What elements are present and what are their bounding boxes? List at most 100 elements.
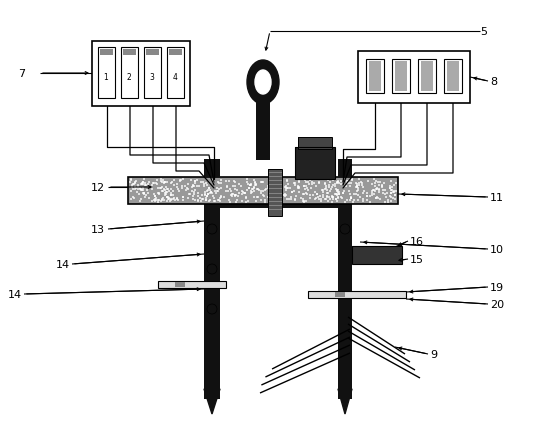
Bar	[238, 192, 240, 194]
Bar	[261, 181, 263, 183]
Bar	[325, 186, 327, 188]
Bar	[336, 181, 338, 184]
Bar	[235, 199, 238, 201]
Bar	[338, 205, 352, 399]
Text: 14: 14	[56, 259, 70, 269]
Bar	[270, 184, 272, 186]
Bar	[216, 187, 218, 189]
Bar	[146, 50, 159, 56]
Bar	[325, 199, 327, 201]
Bar	[374, 186, 376, 188]
Bar	[208, 188, 210, 190]
Bar	[392, 60, 410, 94]
Bar	[342, 192, 343, 194]
Bar	[98, 48, 115, 99]
Bar	[203, 186, 205, 187]
Bar	[337, 197, 339, 199]
Bar	[190, 179, 192, 181]
Text: 20: 20	[490, 299, 504, 309]
Bar	[129, 181, 131, 183]
Bar	[304, 192, 307, 194]
Bar	[197, 193, 199, 195]
Bar	[294, 198, 296, 200]
Bar	[151, 184, 153, 186]
Circle shape	[207, 224, 217, 234]
Bar	[302, 199, 304, 200]
Bar	[173, 184, 175, 186]
Bar	[325, 183, 326, 185]
Bar	[172, 190, 174, 192]
Bar	[220, 205, 338, 209]
Bar	[158, 281, 226, 289]
Bar	[326, 197, 328, 199]
Bar	[251, 192, 253, 194]
Bar	[297, 181, 300, 183]
Bar	[298, 138, 332, 150]
Bar	[212, 180, 214, 182]
Bar	[357, 189, 359, 191]
Bar	[167, 48, 184, 99]
Bar	[250, 193, 252, 194]
Bar	[135, 188, 137, 190]
Bar	[130, 190, 132, 192]
Bar	[193, 190, 195, 192]
Bar	[193, 186, 195, 188]
Bar	[154, 199, 156, 201]
Bar	[158, 194, 160, 196]
Bar	[190, 194, 191, 196]
Bar	[206, 195, 208, 197]
Bar	[162, 179, 164, 181]
Bar	[161, 187, 163, 189]
Bar	[170, 200, 171, 202]
Bar	[378, 189, 380, 191]
Bar	[267, 186, 269, 188]
Bar	[246, 179, 248, 181]
Ellipse shape	[255, 71, 271, 95]
Bar	[182, 197, 184, 198]
Bar	[336, 190, 338, 193]
Bar	[233, 181, 235, 182]
Bar	[123, 50, 136, 56]
Bar	[191, 191, 193, 193]
Bar	[230, 190, 232, 193]
Bar	[100, 50, 113, 56]
Bar	[292, 191, 294, 193]
Bar	[258, 190, 261, 192]
Bar	[253, 197, 255, 199]
Bar	[144, 183, 146, 184]
Bar	[143, 192, 145, 194]
Bar	[207, 190, 209, 192]
Bar	[198, 186, 200, 188]
Bar	[215, 193, 216, 194]
Bar	[386, 192, 388, 194]
Bar	[381, 184, 383, 186]
Bar	[255, 184, 257, 186]
Bar	[180, 179, 182, 181]
Bar	[293, 191, 295, 193]
Bar	[358, 182, 360, 184]
Bar	[148, 198, 150, 200]
Bar	[418, 60, 436, 94]
Bar	[204, 160, 220, 178]
Bar	[362, 201, 364, 203]
Bar	[300, 197, 302, 200]
Bar	[321, 189, 323, 191]
Text: 2: 2	[127, 72, 131, 81]
Bar	[391, 189, 393, 191]
Bar	[247, 200, 249, 202]
Bar	[262, 191, 264, 193]
Bar	[323, 196, 324, 198]
Bar	[138, 201, 140, 203]
Bar	[182, 197, 184, 199]
Bar	[357, 200, 359, 202]
Bar	[366, 60, 384, 94]
Bar	[166, 197, 168, 199]
Bar	[134, 181, 136, 183]
Bar	[281, 188, 283, 190]
Text: 13: 13	[91, 224, 105, 234]
Bar	[288, 199, 290, 201]
Bar	[272, 190, 273, 192]
Bar	[232, 194, 234, 195]
Bar	[316, 194, 318, 196]
Bar	[339, 194, 340, 196]
